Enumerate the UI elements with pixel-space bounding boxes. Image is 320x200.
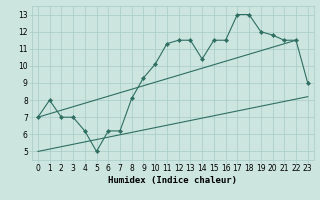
X-axis label: Humidex (Indice chaleur): Humidex (Indice chaleur): [108, 176, 237, 185]
